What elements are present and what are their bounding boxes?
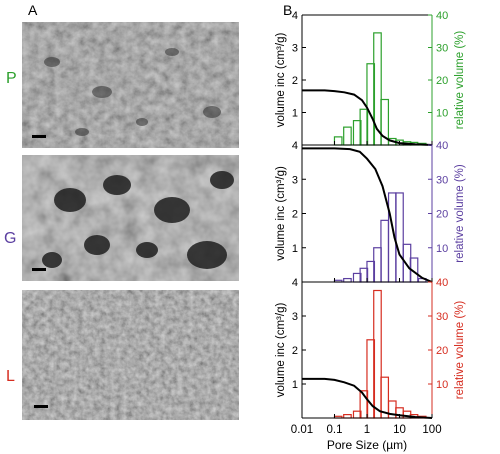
cumulative-curve-g <box>302 147 433 283</box>
scale-bar <box>32 268 46 271</box>
right-tick-label-l-1: 20 <box>436 345 448 357</box>
bar-g-9 <box>402 243 412 283</box>
sample-label-l: L <box>6 368 15 385</box>
sample-label-g: G <box>4 230 17 247</box>
ylabel-left-p: volume inc (cm³/g) <box>275 33 287 128</box>
bar-l-1 <box>343 414 352 419</box>
ylabel-right-l: relative volume (%) <box>454 301 466 400</box>
left-tick-label-l-2: 3 <box>292 311 298 323</box>
bar-g-8 <box>395 192 404 283</box>
right-tick-label-l-2: 30 <box>436 311 448 323</box>
left-tick-label-g-3: 4 <box>292 140 298 152</box>
right-tick-label-p-3: 40 <box>436 10 448 22</box>
cumulative-curve-p <box>302 89 433 146</box>
right-tick-label-p-0: 10 <box>436 108 448 120</box>
right-tick-label-g-2: 30 <box>436 174 448 186</box>
ylabel-left-l: volume inc (cm³/g) <box>275 303 287 398</box>
right-tick-label-l-0: 10 <box>436 379 448 391</box>
panel-label-a: A <box>28 2 38 18</box>
sample-label-p: P <box>6 70 17 87</box>
ylabel-left-g: volume inc (cm³/g) <box>275 166 287 261</box>
sem-image-p <box>22 22 239 148</box>
right-tick-label-g-3: 40 <box>436 140 448 152</box>
sem-image-g <box>22 155 239 281</box>
bar-g-6 <box>380 219 390 283</box>
bar-g-1 <box>343 277 352 283</box>
ylabel-right-g: relative volume (%) <box>454 164 466 263</box>
panel-label-b: B <box>283 2 293 18</box>
left-tick-label-l-1: 2 <box>292 345 298 357</box>
left-tick-label-p-0: 1 <box>292 108 298 120</box>
right-tick-label-g-1: 20 <box>436 209 448 221</box>
right-tick-label-p-2: 30 <box>436 43 448 55</box>
left-tick-label-g-2: 3 <box>292 174 298 186</box>
right-tick-label-p-1: 20 <box>436 75 448 87</box>
left-tick-label-p-2: 3 <box>292 43 298 55</box>
xlabel: Pore Size (µm) <box>327 438 407 452</box>
right-tick-label-l-3: 40 <box>436 277 448 289</box>
left-tick-label-l-3: 4 <box>292 277 298 289</box>
left-tick-label-g-1: 2 <box>292 209 298 221</box>
x-tick-label-2: 1 <box>364 424 370 436</box>
ylabel-right-p: relative volume (%) <box>454 31 466 130</box>
bar-p-1 <box>343 126 352 146</box>
x-tick-label-1: 0.1 <box>327 424 343 436</box>
scale-bar <box>34 405 48 408</box>
left-tick-label-l-0: 1 <box>292 379 298 391</box>
left-tick-label-p-1: 2 <box>292 75 298 87</box>
left-tick-label-g-0: 1 <box>292 243 298 255</box>
scale-bar <box>32 135 46 138</box>
sem-image-l <box>22 290 239 420</box>
x-tick-label-0: 0.01 <box>291 424 313 436</box>
bar-p-0 <box>333 136 343 146</box>
x-tick-label-4: 100 <box>422 424 441 436</box>
left-tick-label-p-3: 4 <box>292 10 298 22</box>
right-tick-label-g-0: 10 <box>436 243 448 255</box>
x-tick-label-3: 10 <box>393 424 406 436</box>
